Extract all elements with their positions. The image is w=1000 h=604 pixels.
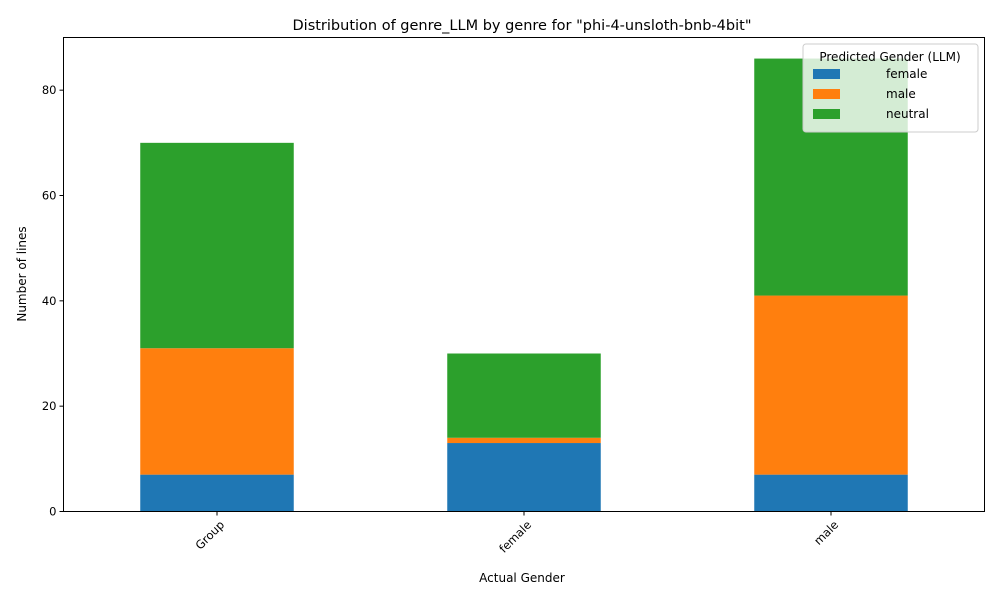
x-tick-label: male xyxy=(811,518,841,548)
y-tick-label: 20 xyxy=(42,399,57,413)
legend-box xyxy=(802,43,979,133)
x-tick-label: Group xyxy=(192,518,227,553)
legend-label-male: male xyxy=(886,87,916,101)
y-tick-label: 0 xyxy=(49,505,56,519)
y-axis: 0 20 40 60 80 xyxy=(42,83,64,519)
legend-swatch-male xyxy=(813,89,840,99)
legend-items: female male neutral xyxy=(813,67,929,121)
legend: Predicted Gender (LLM) female male neutral xyxy=(802,43,979,133)
y-tick-label: 80 xyxy=(42,83,57,97)
x-axis-label: Actual Gender xyxy=(479,571,565,585)
plot-frame xyxy=(63,37,985,512)
y-tick-label: 40 xyxy=(42,294,57,308)
x-axis: Group female male xyxy=(192,511,841,556)
bar-female-male xyxy=(447,437,601,444)
legend-title: Predicted Gender (LLM) xyxy=(819,50,960,64)
x-tick-label: female xyxy=(496,518,534,556)
bar-group-female xyxy=(140,474,294,512)
bar-female-female xyxy=(447,443,601,512)
bar-group-male xyxy=(140,348,294,475)
y-tick-label: 60 xyxy=(42,189,57,203)
bar-group-neutral xyxy=(140,142,294,349)
legend-label-neutral: neutral xyxy=(886,107,929,121)
chart-title: Distribution of genre_LLM by genre for "… xyxy=(293,18,752,34)
bar-male-male xyxy=(754,295,908,475)
legend-swatch-neutral xyxy=(813,109,840,119)
y-axis-label: Number of lines xyxy=(15,226,29,321)
bars-group xyxy=(140,58,908,512)
legend-swatch-female xyxy=(813,69,840,79)
bar-female-neutral xyxy=(447,353,601,438)
bar-male-female xyxy=(754,474,908,512)
legend-label-female: female xyxy=(886,67,927,81)
